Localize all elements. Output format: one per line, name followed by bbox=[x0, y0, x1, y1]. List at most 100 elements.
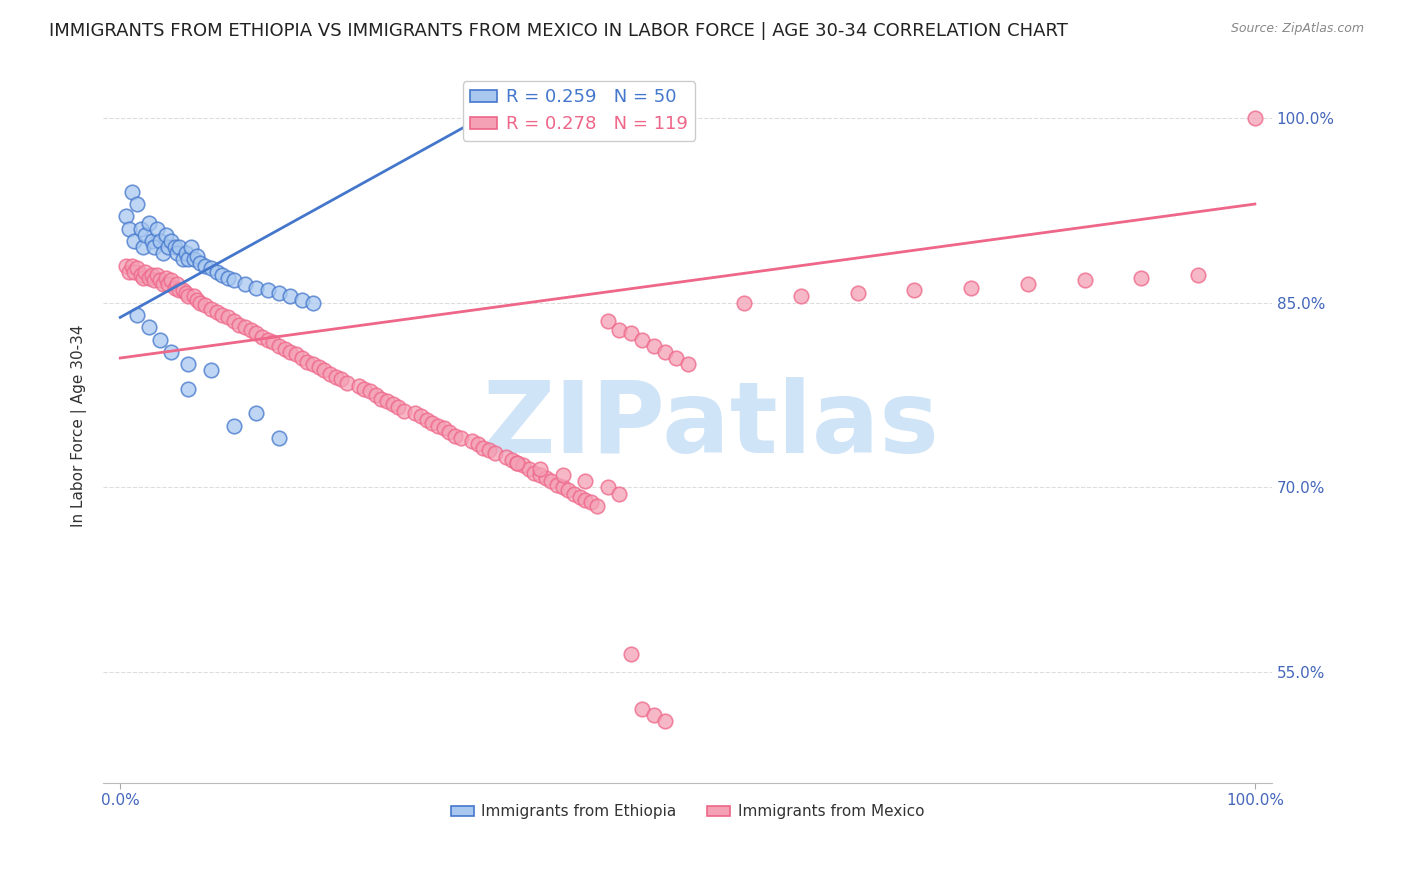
Point bbox=[143, 240, 166, 254]
Point bbox=[177, 289, 200, 303]
Point bbox=[620, 647, 643, 661]
Point bbox=[222, 273, 245, 287]
Point bbox=[1244, 111, 1267, 125]
Point bbox=[274, 343, 297, 357]
Point bbox=[222, 418, 245, 433]
Point bbox=[420, 417, 443, 431]
Point bbox=[598, 314, 620, 328]
Point bbox=[280, 289, 302, 303]
Point bbox=[903, 283, 925, 297]
Point bbox=[177, 252, 200, 267]
Point bbox=[186, 249, 208, 263]
Point bbox=[166, 246, 188, 260]
Point bbox=[392, 404, 415, 418]
Legend: Immigrants from Ethiopia, Immigrants from Mexico: Immigrants from Ethiopia, Immigrants fro… bbox=[444, 798, 931, 825]
Point bbox=[444, 428, 467, 442]
Point bbox=[262, 334, 284, 349]
Point bbox=[160, 234, 183, 248]
Point bbox=[149, 234, 172, 248]
Point bbox=[118, 265, 141, 279]
Point bbox=[200, 261, 222, 276]
Point bbox=[222, 314, 245, 328]
Point bbox=[156, 240, 179, 254]
Point bbox=[211, 268, 233, 283]
Point bbox=[233, 277, 256, 292]
Point bbox=[167, 283, 190, 297]
Point bbox=[529, 468, 551, 483]
Point bbox=[654, 714, 676, 729]
Point bbox=[205, 265, 228, 279]
Point bbox=[172, 252, 194, 267]
Point bbox=[375, 394, 398, 409]
Point bbox=[183, 289, 205, 303]
Point bbox=[280, 344, 302, 359]
Point bbox=[183, 252, 205, 267]
Y-axis label: In Labor Force | Age 30-34: In Labor Force | Age 30-34 bbox=[72, 325, 87, 527]
Point bbox=[574, 474, 596, 488]
Point bbox=[188, 295, 211, 310]
Point bbox=[609, 486, 631, 500]
Point bbox=[194, 259, 217, 273]
Point bbox=[138, 320, 160, 334]
Point bbox=[152, 246, 174, 260]
Point bbox=[217, 310, 239, 325]
Point bbox=[501, 453, 523, 467]
Point bbox=[495, 450, 517, 464]
Text: ZIPatlas: ZIPatlas bbox=[482, 377, 939, 475]
Point bbox=[439, 425, 461, 439]
Point bbox=[256, 283, 278, 297]
Point bbox=[180, 240, 202, 254]
Point bbox=[450, 431, 472, 445]
Point bbox=[239, 323, 262, 337]
Point bbox=[568, 490, 591, 504]
Point bbox=[370, 392, 392, 406]
Point bbox=[245, 407, 267, 421]
Point bbox=[141, 268, 163, 283]
Point bbox=[359, 384, 381, 399]
Point bbox=[846, 285, 869, 300]
Point bbox=[129, 268, 152, 283]
Point bbox=[551, 468, 574, 483]
Point bbox=[291, 293, 314, 307]
Point bbox=[152, 277, 174, 292]
Point bbox=[733, 295, 755, 310]
Point bbox=[467, 437, 489, 451]
Point bbox=[302, 357, 325, 371]
Point bbox=[506, 456, 529, 470]
Point bbox=[643, 708, 665, 723]
Point bbox=[155, 271, 177, 285]
Point bbox=[285, 347, 308, 361]
Point bbox=[484, 446, 506, 460]
Point bbox=[529, 462, 551, 476]
Point bbox=[200, 363, 222, 377]
Point bbox=[245, 281, 267, 295]
Point bbox=[523, 466, 546, 480]
Point bbox=[609, 323, 631, 337]
Point bbox=[186, 293, 208, 307]
Point bbox=[250, 330, 273, 344]
Point bbox=[579, 495, 602, 509]
Point bbox=[598, 480, 620, 494]
Point bbox=[426, 418, 449, 433]
Point bbox=[472, 441, 495, 455]
Point bbox=[118, 221, 141, 235]
Point bbox=[256, 333, 278, 347]
Point bbox=[138, 271, 160, 285]
Point bbox=[122, 234, 145, 248]
Point bbox=[174, 246, 197, 260]
Point bbox=[336, 376, 359, 390]
Point bbox=[404, 407, 426, 421]
Point bbox=[631, 702, 654, 716]
Point bbox=[166, 277, 188, 292]
Point bbox=[415, 412, 437, 426]
Point bbox=[145, 221, 167, 235]
Point bbox=[308, 359, 330, 374]
Point bbox=[540, 474, 562, 488]
Point bbox=[122, 265, 145, 279]
Point bbox=[167, 240, 190, 254]
Point bbox=[155, 227, 177, 242]
Point bbox=[149, 333, 172, 347]
Point bbox=[325, 369, 347, 384]
Point bbox=[205, 305, 228, 319]
Point bbox=[143, 273, 166, 287]
